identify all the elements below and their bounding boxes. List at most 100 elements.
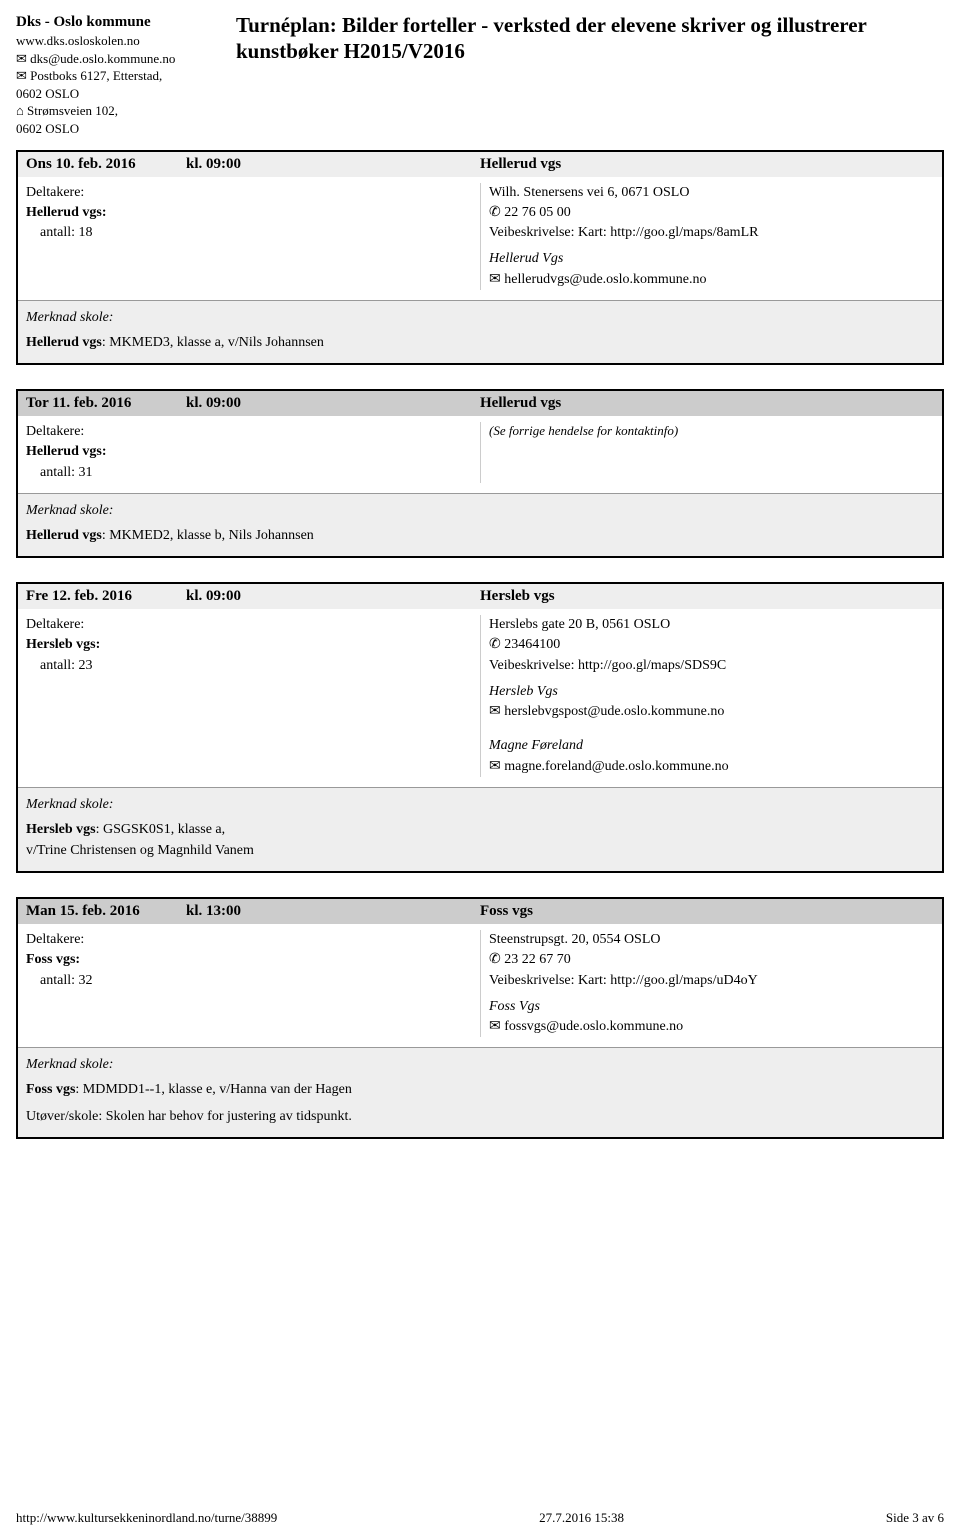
venue-directions: Veibeskrivelse: Kart: http://goo.gl/maps… (489, 971, 934, 991)
org-name: Dks - Oslo kommune (16, 12, 216, 32)
event-block: Man 15. feb. 2016kl. 13:00Foss vgsDeltak… (16, 897, 944, 1139)
merknad-line: Hellerud vgs: MKMED3, klasse a, v/Nils J… (26, 332, 934, 353)
event-head: Fre 12. feb. 2016kl. 09:00Hersleb vgs (18, 584, 942, 609)
participants-school: Foss vgs: (26, 950, 480, 970)
event-date: Tor 11. feb. 2016 (26, 395, 186, 412)
page-header: Dks - Oslo kommune www.dks.osloskolen.no… (16, 12, 944, 138)
contact-block: Wilh. Stenersens vei 6, 0671 OSLO✆ 22 76… (480, 183, 934, 290)
org-block: Dks - Oslo kommune www.dks.osloskolen.no… (16, 12, 216, 138)
event-time: kl. 09:00 (186, 156, 241, 172)
merknad-block: Merknad skole: Hellerud vgs: MKMED3, klas… (18, 300, 942, 363)
participants: Deltakere:Foss vgs:antall: 32 (26, 930, 480, 1037)
event-head-left: Tor 11. feb. 2016kl. 09:00 (26, 395, 480, 412)
venue-phone: ✆ 23 22 67 70 (489, 950, 934, 970)
event-head-left: Ons 10. feb. 2016kl. 09:00 (26, 156, 480, 173)
participants: Deltakere:Hellerud vgs:antall: 31 (26, 422, 480, 483)
participants-school: Hersleb vgs: (26, 635, 480, 655)
contact2-email: ✉ magne.foreland@ude.oslo.kommune.no (489, 757, 934, 777)
merknad-school: Hellerud vgs (26, 335, 102, 350)
event-head-left: Man 15. feb. 2016kl. 13:00 (26, 903, 480, 920)
see-previous-note: (Se forrige hendelse for kontaktinfo) (489, 422, 934, 441)
participants-count: antall: 32 (26, 971, 480, 991)
org-street: ⌂ Strømsveien 102, (16, 102, 216, 120)
contact2-name: Magne Føreland (489, 736, 934, 756)
merknad-line: Hellerud vgs: MKMED2, klasse b, Nils Joh… (26, 525, 934, 546)
event-block: Ons 10. feb. 2016kl. 09:00Hellerud vgsDe… (16, 150, 944, 365)
contact-email: ✉ herslebvgspost@ude.oslo.kommune.no (489, 702, 934, 722)
footer-timestamp: 27.7.2016 15:38 (539, 1510, 624, 1526)
page-footer: http://www.kultursekkeninordland.no/turn… (16, 1510, 944, 1526)
merknad-label: Merknad skole: (26, 307, 934, 328)
contact-block: Steenstrupsgt. 20, 0554 OSLO✆ 23 22 67 7… (480, 930, 934, 1037)
event-venue: Hellerud vgs (480, 156, 934, 173)
venue-address: Wilh. Stenersens vei 6, 0671 OSLO (489, 183, 934, 203)
participants-school: Hellerud vgs: (26, 203, 480, 223)
org-postbox2: 0602 OSLO (16, 85, 216, 103)
merknad-rest: : MKMED2, klasse b, Nils Johannsen (102, 528, 314, 543)
event-head: Ons 10. feb. 2016kl. 09:00Hellerud vgs (18, 152, 942, 177)
event-head: Tor 11. feb. 2016kl. 09:00Hellerud vgs (18, 391, 942, 416)
contact-block: (Se forrige hendelse for kontaktinfo) (480, 422, 934, 483)
org-postbox: ✉ Postboks 6127, Etterstad, (16, 67, 216, 85)
merknad-block: Merknad skole: Hersleb vgs: GSGSK0S1, kla… (18, 787, 942, 871)
event-venue: Foss vgs (480, 903, 934, 920)
merknad-rest: : MDMDD1--1, klasse e, v/Hanna van der H… (75, 1082, 351, 1097)
merknad-extra: Utøver/skole: Skolen har behov for juste… (26, 1106, 934, 1127)
merknad-label: Merknad skole: (26, 500, 934, 521)
merknad-line: Foss vgs: MDMDD1--1, klasse e, v/Hanna v… (26, 1079, 934, 1100)
contact-org: Foss Vgs (489, 997, 934, 1017)
contact-email: ✉ hellerudvgs@ude.oslo.kommune.no (489, 270, 934, 290)
participants-label: Deltakere: (26, 615, 480, 635)
merknad-line: Hersleb vgs: GSGSK0S1, klasse a, (26, 819, 934, 840)
participants-label: Deltakere: (26, 930, 480, 950)
event-head: Man 15. feb. 2016kl. 13:00Foss vgs (18, 899, 942, 924)
event-body: Deltakere:Hellerud vgs:antall: 31 (Se for… (18, 416, 942, 493)
org-web: www.dks.osloskolen.no (16, 32, 216, 50)
event-block: Tor 11. feb. 2016kl. 09:00Hellerud vgsDe… (16, 389, 944, 558)
event-venue: Hellerud vgs (480, 395, 934, 412)
event-date: Ons 10. feb. 2016 (26, 156, 186, 173)
event-body: Deltakere:Foss vgs:antall: 32Steenstrups… (18, 924, 942, 1047)
merknad-block: Merknad skole: Hellerud vgs: MKMED2, klas… (18, 493, 942, 556)
event-time: kl. 09:00 (186, 588, 241, 604)
org-street2: 0602 OSLO (16, 120, 216, 138)
event-time: kl. 13:00 (186, 903, 241, 919)
venue-directions: Veibeskrivelse: http://goo.gl/maps/SDS9C (489, 656, 934, 676)
merknad-block: Merknad skole: Foss vgs: MDMDD1--1, klass… (18, 1047, 942, 1137)
merknad-line2: v/Trine Christensen og Magnhild Vanem (26, 840, 934, 861)
merknad-school: Foss vgs (26, 1082, 75, 1097)
participants-count: antall: 18 (26, 223, 480, 243)
event-date: Fre 12. feb. 2016 (26, 588, 186, 605)
contact-org: Hellerud Vgs (489, 249, 934, 269)
page-title: Turnéplan: Bilder forteller - verksted d… (236, 12, 944, 65)
venue-address: Herslebs gate 20 B, 0561 OSLO (489, 615, 934, 635)
event-block: Fre 12. feb. 2016kl. 09:00Hersleb vgsDel… (16, 582, 944, 873)
org-email: ✉ dks@ude.oslo.kommune.no (16, 50, 216, 68)
contact-email: ✉ fossvgs@ude.oslo.kommune.no (489, 1017, 934, 1037)
event-venue: Hersleb vgs (480, 588, 934, 605)
venue-phone: ✆ 23464100 (489, 635, 934, 655)
merknad-school: Hellerud vgs (26, 528, 102, 543)
participants-label: Deltakere: (26, 183, 480, 203)
event-date: Man 15. feb. 2016 (26, 903, 186, 920)
participants-school: Hellerud vgs: (26, 442, 480, 462)
event-head-left: Fre 12. feb. 2016kl. 09:00 (26, 588, 480, 605)
contact-org: Hersleb Vgs (489, 682, 934, 702)
event-time: kl. 09:00 (186, 395, 241, 411)
event-body: Deltakere:Hellerud vgs:antall: 18Wilh. S… (18, 177, 942, 300)
merknad-rest: : GSGSK0S1, klasse a, (96, 822, 226, 837)
merknad-school: Hersleb vgs (26, 822, 96, 837)
participants-label: Deltakere: (26, 422, 480, 442)
merknad-label: Merknad skole: (26, 794, 934, 815)
venue-directions: Veibeskrivelse: Kart: http://goo.gl/maps… (489, 223, 934, 243)
merknad-label: Merknad skole: (26, 1054, 934, 1075)
participants: Deltakere:Hersleb vgs:antall: 23 (26, 615, 480, 777)
venue-address: Steenstrupsgt. 20, 0554 OSLO (489, 930, 934, 950)
participants-count: antall: 23 (26, 656, 480, 676)
footer-url: http://www.kultursekkeninordland.no/turn… (16, 1510, 277, 1526)
footer-page: Side 3 av 6 (886, 1510, 944, 1526)
contact-block: Herslebs gate 20 B, 0561 OSLO✆ 23464100V… (480, 615, 934, 777)
participants-count: antall: 31 (26, 463, 480, 483)
merknad-rest: : MKMED3, klasse a, v/Nils Johannsen (102, 335, 324, 350)
participants: Deltakere:Hellerud vgs:antall: 18 (26, 183, 480, 290)
